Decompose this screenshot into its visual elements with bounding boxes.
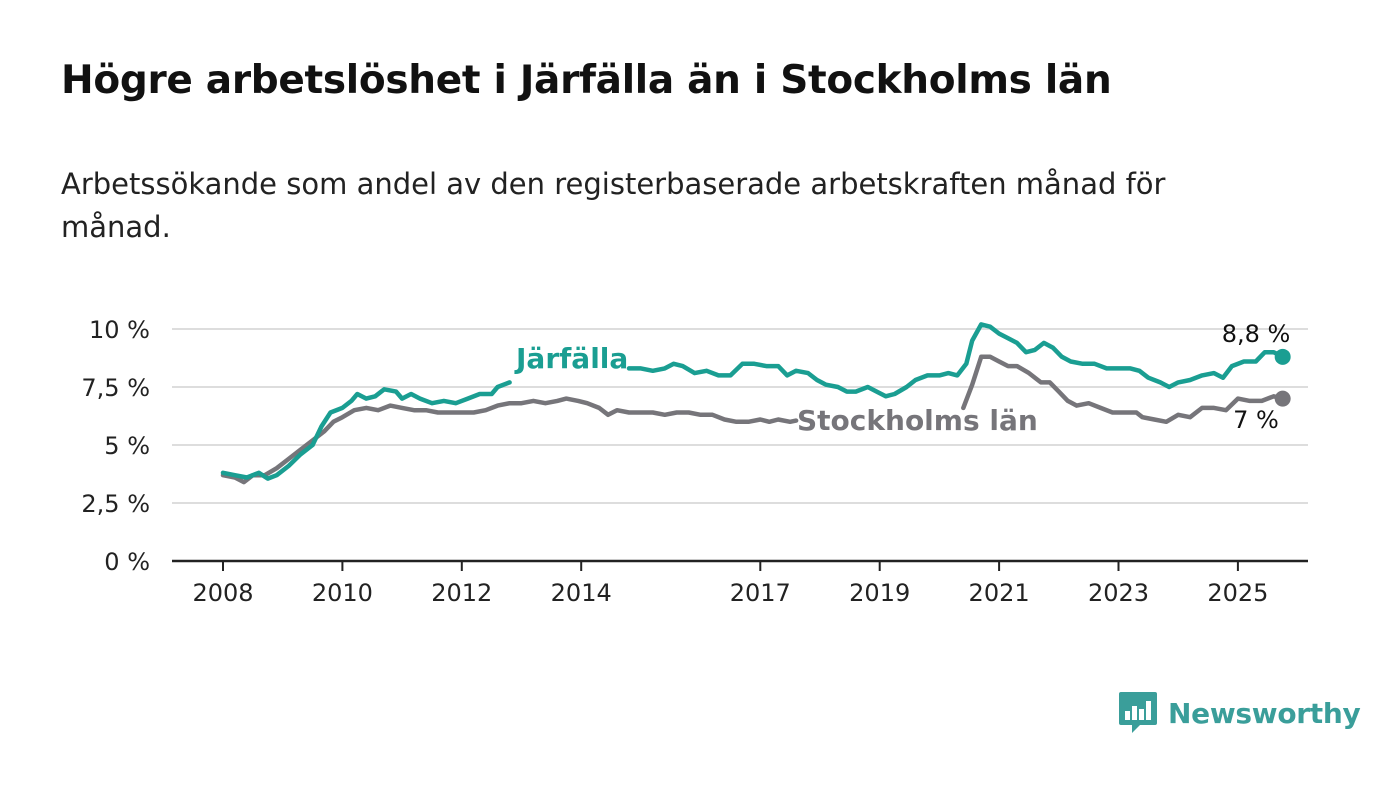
x-tick-label: 2019 — [849, 579, 910, 607]
x-tick-label: 2017 — [730, 579, 791, 607]
jarfalla-series-label: Järfälla — [514, 342, 628, 375]
stockholm-line — [220, 396, 799, 485]
x-tick-label: 2012 — [431, 579, 492, 607]
brand-name: Newsworthy — [1168, 696, 1361, 730]
x-tick-label: 2008 — [192, 579, 253, 607]
y-tick-label: 0 % — [104, 548, 150, 576]
x-tick-label: 2025 — [1207, 579, 1268, 607]
chart-title: Högre arbetslöshet i Järfälla än i Stock… — [61, 58, 1112, 103]
jarfalla-end-value: 8,8 % — [1222, 320, 1291, 348]
series-labels: Järfälla Stockholms län 8,8 % 7 % — [514, 320, 1290, 437]
jarfalla-line — [220, 380, 512, 481]
series-lines — [220, 322, 1291, 485]
stockholm-line — [961, 354, 1285, 425]
x-tick-label: 2010 — [312, 579, 373, 607]
chart-subtitle: Arbetssökande som andel av den registerb… — [61, 167, 1166, 244]
jarfalla-line — [626, 322, 1285, 399]
stockholm-series-label: Stockholms län — [797, 404, 1038, 437]
stockholm-end-dot — [1274, 390, 1291, 407]
x-tick-label: 2014 — [551, 579, 612, 607]
jarfalla-end-dot — [1274, 348, 1291, 365]
y-tick-label: 10 % — [89, 316, 150, 344]
grid-lines — [172, 328, 1308, 504]
y-tick-label: 2,5 % — [81, 490, 150, 518]
stockholm-end-value: 7 % — [1233, 406, 1279, 434]
x-tick-label: 2021 — [969, 579, 1030, 607]
y-tick-label: 7,5 % — [81, 374, 150, 402]
axes: 0 % 2,5 % 5 % 7,5 % 10 % 2008 2010 2012 2014 2017… — [81, 316, 1308, 607]
x-tick-label: 2023 — [1088, 579, 1149, 607]
y-tick-label: 5 % — [104, 432, 150, 460]
newsworthy-logo-icon — [1119, 692, 1157, 733]
newsworthy-logo: Newsworthy — [1118, 690, 1361, 736]
